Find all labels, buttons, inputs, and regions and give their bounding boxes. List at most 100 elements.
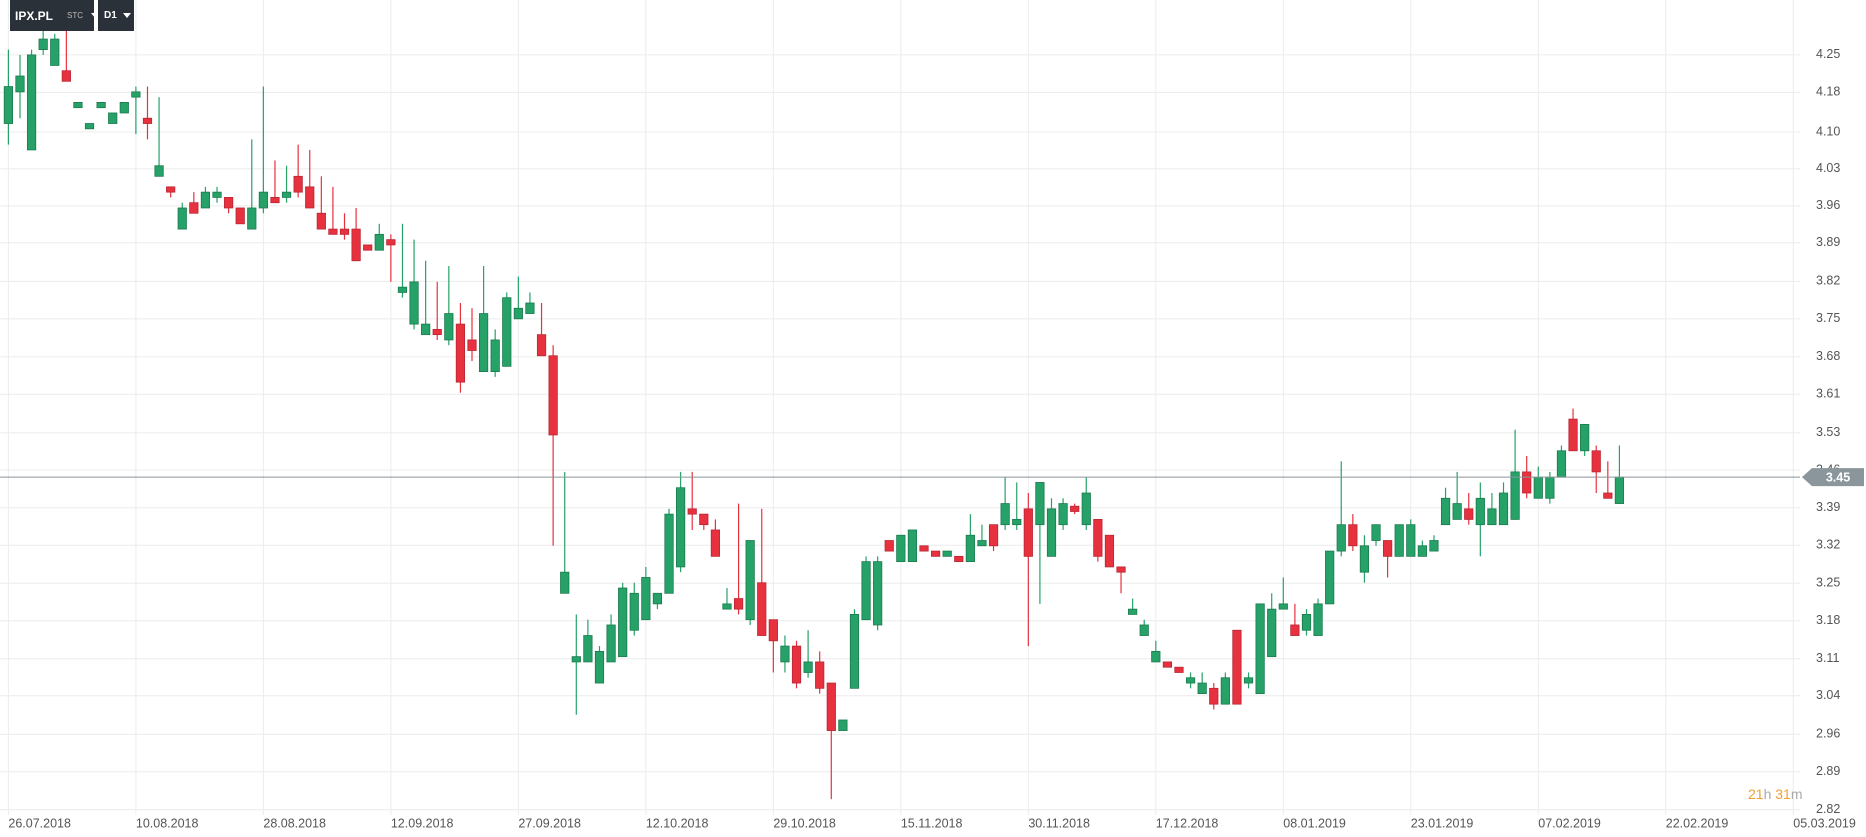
x-tick-label: 29.10.2018	[773, 816, 836, 830]
candle-body	[455, 323, 466, 383]
candle-body	[1197, 682, 1207, 694]
candle-body	[38, 38, 48, 51]
interval-selector[interactable]: D1	[98, 0, 134, 31]
candle-body	[1023, 508, 1033, 557]
candle-body	[525, 302, 535, 314]
candle-body	[1359, 545, 1370, 573]
candle-body	[606, 624, 616, 663]
candle-body	[3, 86, 13, 124]
candle-body	[919, 545, 929, 552]
dropdown-arrow	[91, 13, 100, 18]
candle-body	[316, 212, 326, 230]
candle-body	[1139, 624, 1149, 636]
candle-body	[849, 614, 860, 689]
candle-body	[1070, 505, 1080, 512]
x-tick-label: 10.08.2018	[136, 816, 199, 830]
x-tick-label: 28.08.2018	[263, 816, 326, 830]
candle-body	[907, 529, 918, 563]
candle-body	[1243, 677, 1254, 684]
candle-body	[1568, 418, 1578, 452]
candle-body	[884, 540, 894, 552]
candle-body	[768, 619, 778, 642]
candle-body	[861, 561, 871, 621]
candle-body	[1336, 524, 1346, 552]
candle-body	[1406, 524, 1416, 557]
candle-body	[1452, 503, 1462, 520]
candle-body	[1162, 661, 1172, 668]
candle-body	[1185, 677, 1196, 684]
candle-body	[1580, 423, 1590, 452]
candle-body	[1209, 687, 1219, 705]
candle-body	[281, 191, 292, 198]
candle-body	[803, 661, 813, 673]
candle-body	[710, 529, 720, 557]
candle-body	[548, 355, 558, 436]
candle-body	[1012, 519, 1022, 526]
candle-body	[838, 719, 848, 731]
market: STC	[67, 11, 84, 20]
candle-body	[965, 534, 975, 563]
symbol-selector[interactable]: IPX.PL STC	[10, 0, 100, 31]
candle-body	[1614, 476, 1625, 504]
y-tick-label: 3.68	[1816, 349, 1840, 363]
candle-body	[1371, 524, 1381, 541]
candle-body	[1591, 450, 1601, 473]
candle-body	[270, 197, 280, 204]
candle-body	[618, 587, 628, 658]
candle-body	[328, 228, 338, 235]
x-tick-label: 12.09.2018	[391, 816, 454, 830]
candle-body	[571, 656, 581, 663]
candle-body	[513, 307, 523, 320]
y-tick-label: 2.96	[1816, 727, 1840, 741]
y-tick-label: 4.10	[1816, 124, 1840, 138]
candle-body	[1128, 608, 1138, 615]
y-tick-label: 2.89	[1816, 764, 1840, 778]
candle-body	[96, 102, 106, 109]
x-tick-label: 22.02.2019	[1666, 816, 1729, 830]
candle-body	[780, 645, 790, 663]
candle-body	[1046, 508, 1057, 557]
x-tick-label: 26.07.2018	[8, 816, 71, 830]
candle-body	[224, 197, 234, 209]
x-tick-label: 23.01.2019	[1411, 816, 1474, 830]
candle-body	[432, 328, 442, 336]
candle-body	[189, 202, 199, 214]
candle-body	[177, 207, 187, 230]
candle-body	[409, 281, 419, 325]
candle-body	[629, 592, 639, 631]
candle-body	[560, 571, 570, 594]
symbol: IPX.PL	[15, 8, 54, 23]
candle-body	[1313, 603, 1323, 636]
candle-body	[1510, 471, 1520, 520]
candle-body	[1394, 524, 1404, 557]
candle-body	[1348, 524, 1358, 547]
candle-body	[699, 513, 709, 526]
y-tick-label: 3.25	[1816, 576, 1840, 590]
x-tick-label: 05.03.2019	[1793, 816, 1856, 830]
candle-body	[1093, 519, 1103, 557]
candle-body	[942, 550, 952, 557]
candle-body	[339, 228, 350, 235]
y-tick-label: 3.39	[1816, 500, 1840, 514]
candle-body	[1301, 614, 1312, 631]
y-tick-label: 3.89	[1816, 235, 1840, 249]
candle-body	[61, 70, 71, 82]
candle-body	[815, 661, 825, 689]
x-tick-label: 08.01.2019	[1283, 816, 1346, 830]
candle-body	[1174, 666, 1184, 673]
candle-body	[490, 339, 500, 373]
candle-body	[1151, 650, 1161, 663]
candle-body	[200, 191, 211, 209]
candle-body	[26, 54, 37, 151]
candle-body	[1000, 503, 1010, 526]
y-tick-label: 3.04	[1816, 688, 1840, 702]
candle-body	[931, 550, 941, 557]
candle-body	[73, 102, 83, 109]
overlay: 3.45	[0, 468, 1864, 487]
hours: 21	[1748, 786, 1764, 802]
candle-body	[1058, 503, 1068, 526]
y-tick-label: 4.18	[1816, 85, 1840, 99]
y-tick-label: 3.53	[1816, 425, 1840, 439]
candle-body	[1081, 492, 1091, 526]
